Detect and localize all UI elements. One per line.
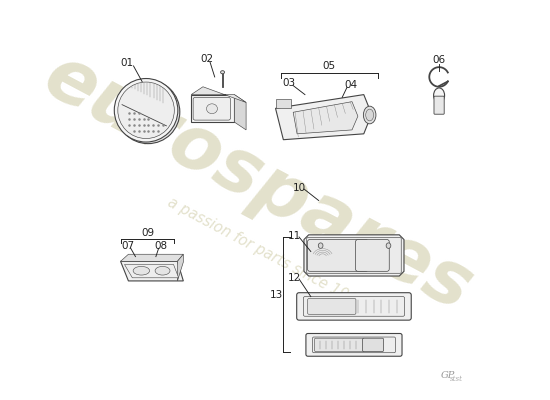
Ellipse shape: [133, 266, 150, 275]
Polygon shape: [120, 261, 183, 281]
Ellipse shape: [116, 80, 180, 144]
Text: 10: 10: [293, 183, 306, 193]
Text: 06: 06: [432, 56, 446, 66]
Ellipse shape: [386, 243, 391, 248]
FancyBboxPatch shape: [296, 293, 411, 320]
FancyBboxPatch shape: [193, 97, 230, 120]
Text: eurospares: eurospares: [31, 39, 485, 326]
Ellipse shape: [318, 243, 323, 248]
Polygon shape: [178, 254, 183, 281]
Text: stst: stst: [449, 375, 463, 383]
Polygon shape: [276, 98, 291, 108]
FancyBboxPatch shape: [307, 238, 402, 273]
Text: 11: 11: [287, 231, 301, 241]
Polygon shape: [120, 254, 183, 261]
Ellipse shape: [114, 78, 178, 142]
FancyBboxPatch shape: [315, 338, 364, 352]
Polygon shape: [191, 87, 246, 102]
Ellipse shape: [118, 82, 174, 138]
Text: 05: 05: [323, 61, 336, 71]
FancyBboxPatch shape: [362, 338, 383, 352]
Text: 03: 03: [282, 78, 295, 88]
Ellipse shape: [433, 88, 444, 103]
Ellipse shape: [366, 109, 373, 121]
FancyBboxPatch shape: [312, 337, 395, 353]
Text: 12: 12: [287, 273, 301, 283]
Text: 08: 08: [154, 241, 167, 251]
Text: 04: 04: [345, 80, 358, 90]
FancyBboxPatch shape: [355, 240, 389, 271]
Polygon shape: [191, 95, 234, 122]
FancyBboxPatch shape: [306, 334, 402, 356]
FancyBboxPatch shape: [304, 297, 405, 316]
Text: 07: 07: [121, 241, 134, 251]
Text: a passion for parts since 1969: a passion for parts since 1969: [165, 195, 367, 312]
Polygon shape: [293, 102, 358, 134]
Polygon shape: [234, 95, 246, 130]
FancyBboxPatch shape: [434, 96, 444, 114]
Text: 09: 09: [141, 228, 155, 238]
FancyBboxPatch shape: [307, 240, 368, 271]
Text: 13: 13: [270, 290, 283, 300]
Text: GP: GP: [441, 370, 455, 380]
FancyBboxPatch shape: [307, 298, 356, 314]
Ellipse shape: [206, 104, 217, 114]
Ellipse shape: [155, 266, 170, 275]
Text: 01: 01: [120, 58, 133, 68]
Polygon shape: [276, 95, 372, 140]
Ellipse shape: [364, 106, 376, 124]
Ellipse shape: [221, 71, 224, 74]
Polygon shape: [304, 235, 404, 276]
Text: 02: 02: [200, 54, 213, 64]
Polygon shape: [124, 264, 179, 278]
